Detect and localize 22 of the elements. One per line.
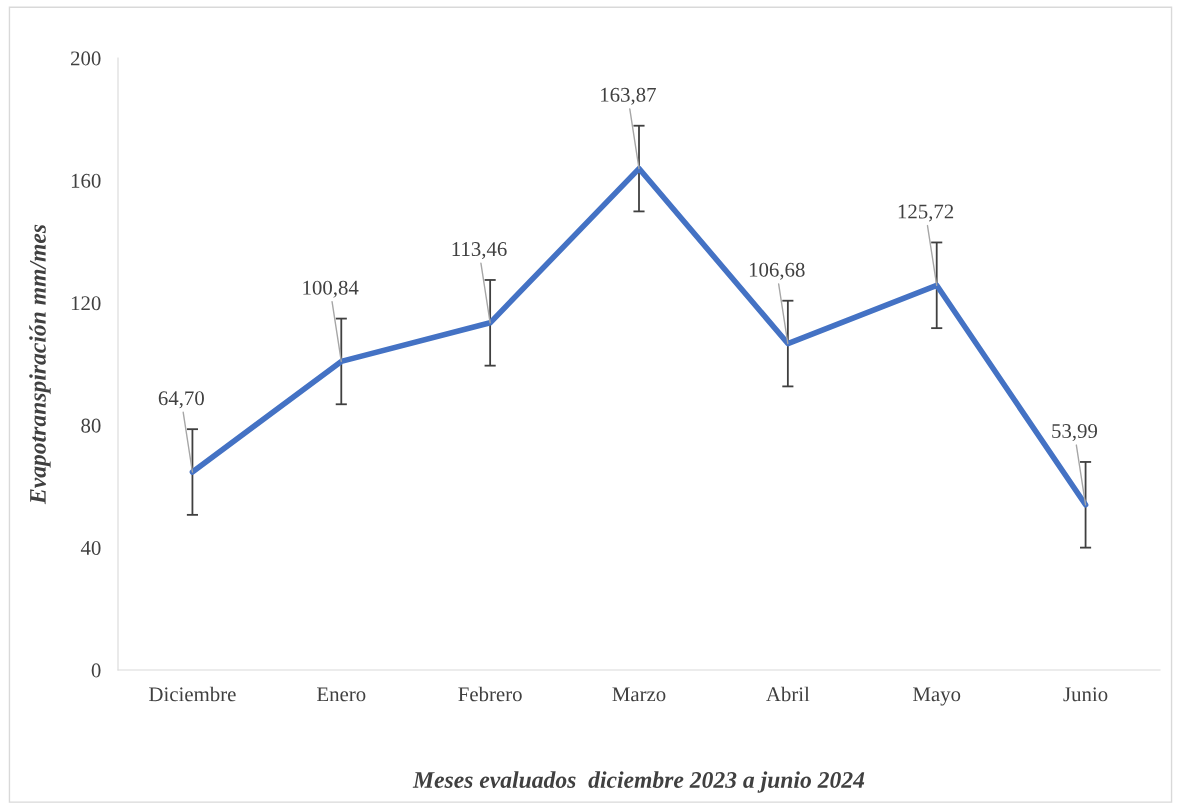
y-tick-label: 160	[71, 173, 101, 188]
x-tick-label: Abril	[766, 686, 810, 702]
x-tick-label: Diciembre	[149, 686, 236, 702]
x-tick-label: Marzo	[612, 687, 666, 702]
y-tick-label: 80	[81, 418, 101, 433]
y-tick-label: 40	[80, 540, 101, 556]
x-tick-label: Mayo	[913, 687, 961, 706]
data-label: 100,84	[303, 280, 359, 298]
data-label: 125,72	[898, 204, 954, 222]
data-label: 53,99	[1052, 424, 1098, 442]
data-label: 163,87	[601, 87, 656, 105]
y-tick-label: 120	[71, 296, 101, 311]
y-tick-label: 200	[71, 51, 101, 66]
x-axis-title: Meses evaluados diciembre 2023 a junio 2024	[412, 771, 865, 793]
y-axis-title: Evapotranspiración mm/mes	[29, 224, 51, 505]
x-tick-label: Enero	[317, 687, 366, 702]
data-label: 113,46	[452, 242, 507, 260]
data-label: 106,68	[749, 262, 805, 280]
x-tick-label: Junio	[1063, 687, 1108, 702]
x-tick-label: Febrero	[458, 686, 522, 702]
y-tick-label: 0	[91, 663, 101, 678]
data-label: 64,70	[158, 391, 204, 409]
